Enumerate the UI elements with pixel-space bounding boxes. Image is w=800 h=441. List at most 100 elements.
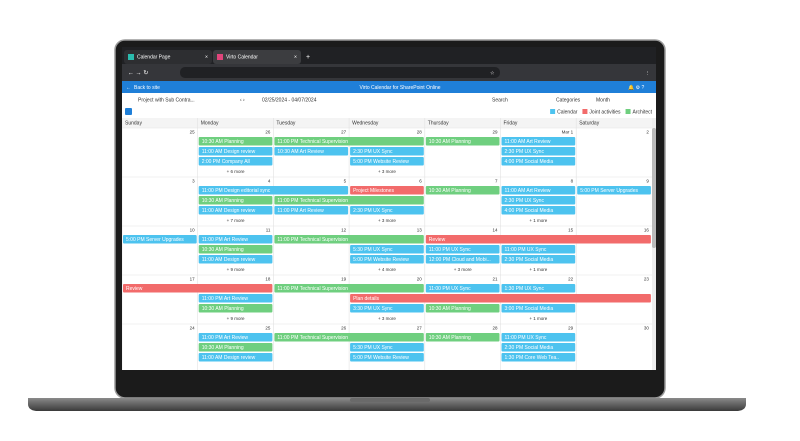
scrollbar-thumb[interactable] bbox=[652, 128, 656, 248]
more-link[interactable]: + 3 more bbox=[378, 218, 396, 223]
event[interactable] bbox=[501, 206, 576, 215]
event[interactable] bbox=[274, 206, 349, 215]
event[interactable] bbox=[501, 186, 576, 195]
event[interactable] bbox=[198, 137, 273, 146]
day-number: 8 bbox=[571, 179, 574, 184]
event[interactable] bbox=[274, 147, 349, 156]
view-selector[interactable]: Month bbox=[596, 97, 610, 103]
day-number: 20 bbox=[417, 277, 423, 282]
event-title: 11:00 PM Art Review bbox=[277, 208, 324, 214]
event[interactable] bbox=[501, 304, 576, 313]
event[interactable] bbox=[274, 333, 424, 342]
event[interactable] bbox=[425, 304, 500, 313]
event[interactable] bbox=[350, 147, 424, 156]
event[interactable] bbox=[350, 353, 424, 362]
event[interactable] bbox=[198, 294, 273, 303]
event[interactable] bbox=[350, 255, 424, 264]
event[interactable] bbox=[425, 284, 500, 293]
event[interactable] bbox=[501, 255, 576, 264]
event[interactable] bbox=[425, 186, 500, 195]
more-link[interactable]: + 9 more bbox=[227, 316, 245, 321]
header-icons[interactable]: 🔔 ⚙ ? bbox=[628, 84, 644, 91]
event[interactable] bbox=[274, 235, 424, 244]
event[interactable] bbox=[123, 284, 273, 293]
event[interactable] bbox=[425, 137, 500, 146]
event[interactable] bbox=[198, 147, 273, 156]
event[interactable] bbox=[350, 206, 424, 215]
event[interactable] bbox=[198, 353, 273, 362]
date-range[interactable]: 02/25/2024 - 04/07/2024 bbox=[262, 97, 317, 103]
calendar-selector[interactable]: Project with Sub Contra... bbox=[138, 97, 195, 103]
day-number: 3 bbox=[192, 179, 195, 184]
weekday: Saturday bbox=[579, 120, 600, 126]
event[interactable] bbox=[425, 255, 500, 264]
event[interactable] bbox=[198, 157, 273, 166]
event[interactable] bbox=[198, 304, 273, 313]
search[interactable]: Search bbox=[492, 97, 508, 103]
more-link[interactable]: + 6 more bbox=[227, 169, 245, 174]
bookmark[interactable]: ☆ bbox=[490, 70, 495, 76]
event[interactable] bbox=[350, 304, 424, 313]
categories[interactable]: Categories bbox=[556, 97, 581, 103]
event[interactable] bbox=[425, 245, 500, 254]
event[interactable] bbox=[198, 186, 349, 195]
event[interactable] bbox=[350, 343, 424, 352]
more-link[interactable]: + 3 more bbox=[378, 169, 396, 174]
tab[interactable] bbox=[124, 50, 212, 64]
screen-content: Calendar Page Virto Calendar × × + ← → ↻… bbox=[122, 47, 656, 370]
checkbox[interactable] bbox=[125, 108, 132, 115]
more-link[interactable]: + 7 more bbox=[227, 218, 245, 223]
event[interactable] bbox=[577, 186, 651, 195]
event-title: Project Milestones bbox=[353, 188, 394, 194]
tab[interactable] bbox=[213, 50, 301, 64]
event[interactable] bbox=[501, 147, 576, 156]
event[interactable] bbox=[350, 186, 424, 195]
event[interactable] bbox=[350, 157, 424, 166]
event[interactable] bbox=[198, 343, 273, 352]
new-tab[interactable]: + bbox=[306, 54, 310, 61]
event[interactable] bbox=[198, 196, 273, 205]
event[interactable] bbox=[274, 137, 424, 146]
event[interactable] bbox=[123, 235, 197, 244]
event[interactable] bbox=[198, 235, 273, 244]
nav-arrows[interactable]: ‹ › bbox=[240, 97, 245, 103]
event[interactable] bbox=[425, 235, 651, 244]
more-link[interactable]: + 3 more bbox=[454, 267, 472, 272]
tab-close[interactable]: × bbox=[294, 54, 297, 60]
event[interactable] bbox=[501, 353, 576, 362]
event[interactable] bbox=[198, 255, 273, 264]
event[interactable] bbox=[198, 245, 273, 254]
event[interactable] bbox=[501, 245, 576, 254]
event[interactable] bbox=[501, 343, 576, 352]
event[interactable] bbox=[350, 294, 651, 303]
tab-close[interactable]: × bbox=[205, 54, 208, 60]
back-link[interactable]: Back to site bbox=[134, 85, 160, 91]
event[interactable] bbox=[501, 333, 576, 342]
more-link[interactable]: + 1 more bbox=[529, 316, 547, 321]
tab-icon bbox=[217, 54, 223, 60]
event[interactable] bbox=[501, 284, 576, 293]
more-link[interactable]: + 1 more bbox=[529, 218, 547, 223]
tab-title: Virto Calendar bbox=[226, 54, 258, 60]
more-link[interactable]: + 3 more bbox=[378, 316, 396, 321]
event[interactable] bbox=[274, 284, 424, 293]
event[interactable] bbox=[501, 157, 576, 166]
event[interactable] bbox=[501, 196, 576, 205]
event-title: 4:00 PM Social Media bbox=[505, 159, 554, 165]
event[interactable] bbox=[198, 333, 273, 342]
more-link[interactable]: + 9 more bbox=[227, 267, 245, 272]
nav-buttons[interactable]: ← → ↻ bbox=[128, 70, 148, 77]
event[interactable] bbox=[350, 245, 424, 254]
event[interactable] bbox=[425, 333, 500, 342]
event[interactable] bbox=[274, 196, 424, 205]
event-title: 11:00 AM Design review bbox=[202, 149, 256, 155]
event[interactable] bbox=[501, 137, 576, 146]
event[interactable] bbox=[198, 206, 273, 215]
url-field[interactable] bbox=[180, 67, 500, 78]
more-link[interactable]: + 4 more bbox=[378, 267, 396, 272]
event-title: 11:00 PM Technical Supervision bbox=[277, 198, 348, 204]
back-arrow[interactable]: ← bbox=[126, 85, 131, 91]
menu[interactable]: ⋮ bbox=[645, 70, 650, 76]
more-link[interactable]: + 1 more bbox=[529, 267, 547, 272]
